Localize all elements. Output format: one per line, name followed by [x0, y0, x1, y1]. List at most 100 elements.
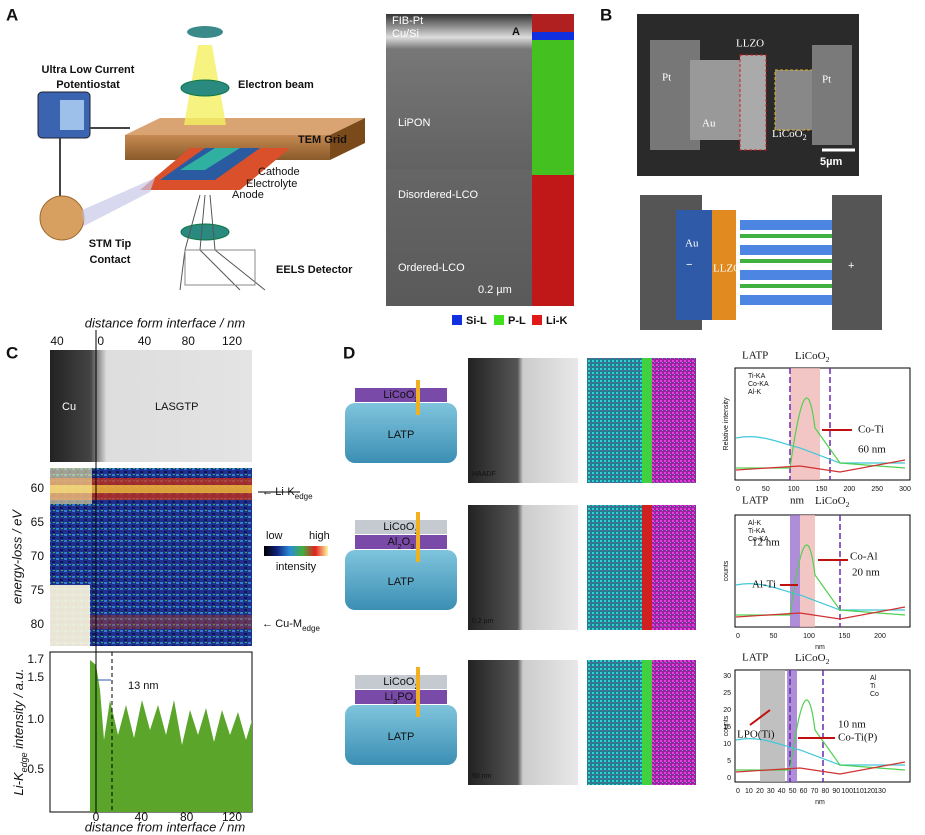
- label: 2: [397, 542, 401, 551]
- tick-label: 0: [736, 633, 740, 640]
- eds-map: [652, 358, 696, 483]
- axis-title: Relative intensity: [723, 397, 730, 450]
- tick-label: 80: [31, 617, 45, 631]
- legend-label: Co: [870, 691, 879, 698]
- label: Ordered-LCO: [398, 262, 465, 274]
- tick-label: 60: [31, 481, 45, 495]
- tick-label: 70: [811, 788, 819, 795]
- legend-label: Co-KA: [748, 381, 769, 388]
- label: Li-K: [275, 486, 295, 498]
- label: low: [266, 530, 283, 542]
- tick-label: 120: [222, 810, 242, 824]
- label: 2: [803, 133, 807, 142]
- axis-title: distance from interface / nm: [85, 819, 246, 834]
- tick-label: 80: [182, 334, 196, 348]
- annotation: LPO(Ti): [737, 729, 775, 741]
- tick-label: 100: [803, 633, 815, 640]
- label: Pt: [662, 72, 671, 84]
- axis-title: Li-Kedge intensity / a.u.: [11, 669, 29, 796]
- eds-map: [642, 358, 652, 483]
- axis-title: distance form interface / nm: [85, 315, 246, 330]
- label: 2: [826, 657, 830, 666]
- eds-map: [642, 660, 652, 785]
- annotation: Co-Al: [850, 551, 878, 563]
- label: LiCoO2: [795, 350, 830, 365]
- substrate: [345, 550, 457, 610]
- tick-label: 50: [789, 788, 797, 795]
- label: LiCoO: [383, 521, 415, 533]
- tick-label: 50: [762, 486, 770, 493]
- tick-label: 20: [756, 788, 764, 795]
- label: +: [848, 260, 854, 272]
- label: LATP: [388, 731, 415, 743]
- label: ← Li-Kedge: [262, 486, 313, 501]
- tick-label: 100: [841, 788, 853, 795]
- label: Au: [685, 238, 699, 250]
- label: 50 nm: [472, 773, 492, 780]
- tick-label: 1.7: [27, 652, 44, 666]
- tick-label: 40: [135, 810, 149, 824]
- band: [760, 670, 785, 782]
- arrow: [749, 709, 771, 726]
- label: Electron beam: [238, 79, 314, 91]
- label: Contact: [90, 254, 131, 266]
- axis-title: counts: [723, 715, 730, 736]
- label: LATP: [742, 652, 768, 664]
- label: ←: [262, 618, 275, 630]
- substrate: [345, 705, 457, 765]
- label: Cathode: [258, 166, 300, 178]
- annotation: 10 nm: [838, 719, 866, 731]
- label: EELS Detector: [276, 264, 353, 276]
- label: LATP: [742, 350, 768, 362]
- legend-label: P-L: [508, 315, 526, 327]
- legend-label: Si-L: [466, 315, 487, 327]
- tick-label: 5: [727, 758, 731, 765]
- label: HAADF: [472, 471, 496, 478]
- plot-frame: [734, 514, 911, 628]
- tick-labels: 1.7 1.5 1.0 0.5: [27, 652, 44, 776]
- tick-label: 0: [97, 334, 104, 348]
- tick-label: 75: [31, 583, 45, 597]
- label: Au: [702, 118, 716, 130]
- label: −: [686, 259, 692, 271]
- tick-label: 90: [832, 788, 840, 795]
- tick-label: 120: [222, 334, 242, 348]
- layer: [355, 520, 447, 534]
- label: 4: [413, 697, 418, 706]
- tick-label: 20: [723, 707, 731, 714]
- tick-label: 150: [839, 633, 851, 640]
- label: LATP: [388, 576, 415, 588]
- profile-curve: [735, 761, 906, 775]
- label: LiCoO: [795, 350, 826, 362]
- legend-label: Ti: [870, 683, 876, 690]
- plot-frame: [734, 367, 911, 481]
- annotation: Al-Ti: [752, 579, 776, 591]
- profile-curve: [735, 738, 905, 766]
- label: high: [309, 530, 330, 542]
- tick-label: 0: [93, 810, 100, 824]
- cell-schematic: [640, 195, 882, 330]
- label: LiCoO: [795, 652, 826, 664]
- label: ←: [262, 486, 275, 498]
- label: LiCoO2: [795, 652, 830, 667]
- scale-bar-label: 5µm: [820, 156, 842, 168]
- tick-label: 40: [778, 788, 786, 795]
- label: LATP: [742, 495, 768, 507]
- legend-label: Al: [870, 675, 877, 682]
- legend-label: Ti-KA: [748, 528, 766, 535]
- label: Li: [384, 691, 393, 703]
- layer: [355, 388, 447, 402]
- tem-image: [468, 358, 578, 483]
- band: [800, 515, 815, 627]
- label: LiCoO: [383, 389, 415, 401]
- colorbar: [264, 546, 328, 556]
- tick-label: 130: [874, 788, 886, 795]
- band: [790, 368, 820, 480]
- label: LiCoO: [772, 128, 803, 140]
- tick-label: 150: [816, 486, 828, 493]
- tick-labels: 0 40 80 120: [93, 810, 243, 824]
- panel-label: A: [6, 5, 18, 24]
- tick-label: 30: [723, 673, 731, 680]
